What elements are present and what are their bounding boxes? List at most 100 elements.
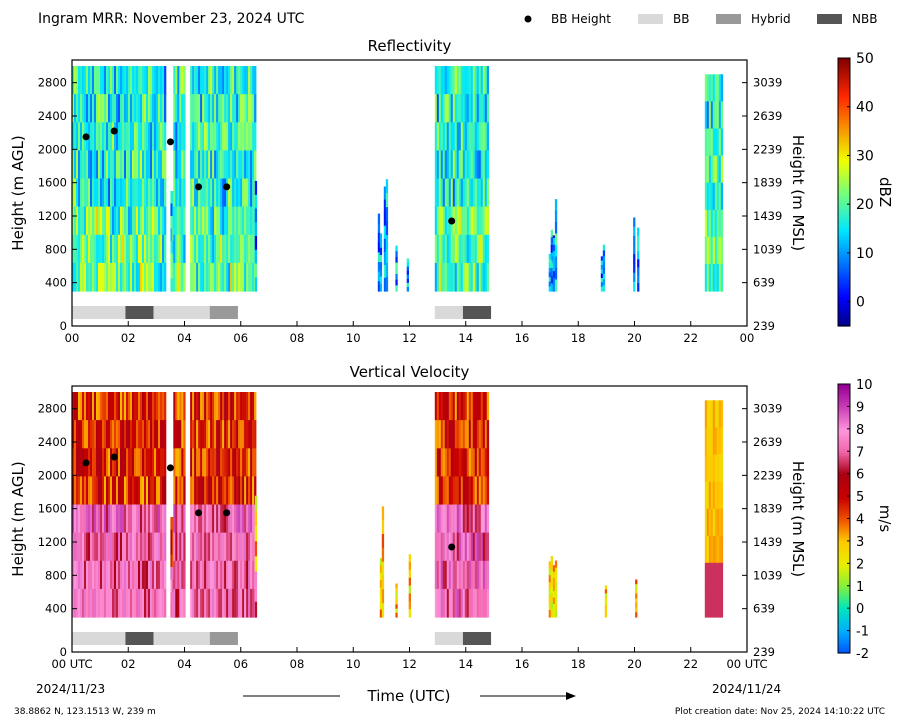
heatmap-cell	[602, 256, 606, 263]
colorbar-step	[838, 151, 850, 155]
heatmap-cell	[175, 66, 178, 95]
heatmap-cell	[383, 251, 387, 266]
heatmap-cell	[476, 392, 480, 421]
heatmap-cell	[381, 506, 385, 521]
heatmap-cell	[550, 275, 553, 284]
heatmap-cell	[218, 420, 221, 449]
heatmap-cell	[94, 178, 97, 208]
heatmap-cell	[240, 150, 243, 180]
heatmap-cell	[134, 476, 137, 506]
heatmap-cell	[150, 560, 153, 590]
heatmap-cell	[220, 588, 223, 618]
heatmap-cell	[442, 476, 446, 506]
heatmap-cell	[244, 588, 247, 618]
heatmap-cell	[450, 588, 454, 618]
heatmap-cell	[218, 392, 221, 421]
heatmap-cell	[250, 588, 253, 618]
heatmap-cell	[164, 532, 167, 562]
heatmap-cell	[84, 532, 87, 562]
heatmap-cell	[118, 504, 121, 534]
heatmap-cell	[94, 476, 97, 506]
heatmap-cell	[466, 206, 470, 236]
heatmap-cell	[246, 234, 249, 264]
heatmap-cell	[100, 234, 103, 264]
heatmap-cell	[220, 122, 223, 151]
heatmap-cell	[472, 532, 476, 562]
heatmap-cell	[196, 234, 199, 264]
heatmap-cell	[704, 508, 708, 537]
colorbar-step	[838, 171, 850, 175]
heatmap-cell	[116, 206, 119, 236]
y-tick-label: 2000	[38, 468, 67, 482]
heatmap-cell	[128, 262, 131, 292]
heatmap-cell	[142, 206, 145, 236]
heatmap-cell	[633, 226, 636, 237]
heatmap-cell	[486, 560, 490, 590]
heatmap-cell	[220, 206, 223, 236]
heatmap-cell	[716, 481, 720, 510]
heatmap-cell	[408, 569, 411, 579]
colorbar-step	[838, 390, 850, 394]
heatmap-cell	[446, 392, 450, 421]
heatmap-cell	[110, 178, 113, 208]
heatmap-cell	[94, 504, 97, 534]
heatmap-cell	[152, 94, 155, 123]
heatmap-cell	[460, 504, 464, 534]
heatmap-cell	[148, 206, 151, 236]
heatmap-cell	[140, 392, 143, 421]
colorbar-step	[838, 561, 850, 564]
heatmap-cell	[90, 448, 93, 477]
colorbar-step	[838, 406, 850, 410]
colorbar-step	[838, 404, 850, 408]
heatmap-cell	[104, 122, 107, 151]
heatmap-cell	[202, 476, 205, 506]
colorbar-step	[838, 167, 850, 171]
heatmap-cell	[84, 262, 87, 292]
heatmap-cell	[436, 420, 440, 449]
heatmap-cell	[130, 420, 133, 449]
heatmap-cell	[452, 66, 456, 95]
heatmap-cell	[238, 392, 241, 421]
heatmap-cell	[206, 392, 209, 421]
colorbar-step	[838, 610, 850, 614]
heatmap-cell	[208, 560, 211, 590]
heatmap-cell	[450, 94, 454, 123]
heatmap-cell	[124, 476, 127, 506]
heatmap-cell	[554, 595, 558, 604]
colorbar-step	[838, 498, 850, 502]
heatmap-cell	[252, 262, 255, 292]
heatmap-cell	[230, 560, 233, 590]
heatmap-cell	[110, 262, 113, 292]
heatmap-cell	[204, 206, 207, 236]
heatmap-cell	[462, 504, 466, 534]
heatmap-cell	[108, 234, 111, 264]
heatmap-cell	[200, 420, 203, 449]
heatmap-cell	[466, 122, 470, 151]
heatmap-cell	[408, 554, 411, 563]
heatmap-cell	[128, 66, 131, 95]
heatmap-cell	[118, 94, 121, 123]
heatmap-cell	[224, 150, 227, 180]
heatmap-cell	[434, 94, 438, 123]
heatmap-cell	[208, 448, 211, 477]
heatmap-cell	[88, 476, 91, 506]
heatmap-cell	[462, 392, 466, 421]
heatmap-cell	[444, 94, 448, 123]
heatmap-cell	[474, 178, 478, 208]
heatmap-cell	[377, 242, 381, 253]
heatmap-cell	[118, 178, 121, 208]
heatmap-cell	[550, 237, 553, 246]
y2-tick-label: 3039	[753, 76, 782, 90]
heatmap-cell	[714, 155, 718, 184]
heatmap-cell	[173, 178, 176, 208]
heatmap-cell	[146, 94, 149, 123]
heatmap-cell	[88, 262, 91, 292]
heatmap-cell	[196, 150, 199, 180]
colorbar-step	[838, 410, 850, 414]
legend-label: Hybrid	[751, 12, 791, 26]
heatmap-cell	[90, 122, 93, 151]
colorbar-step	[838, 91, 850, 95]
heatmap-cell	[78, 588, 81, 618]
heatmap-cell	[86, 420, 89, 449]
heatmap-cell	[82, 66, 85, 95]
